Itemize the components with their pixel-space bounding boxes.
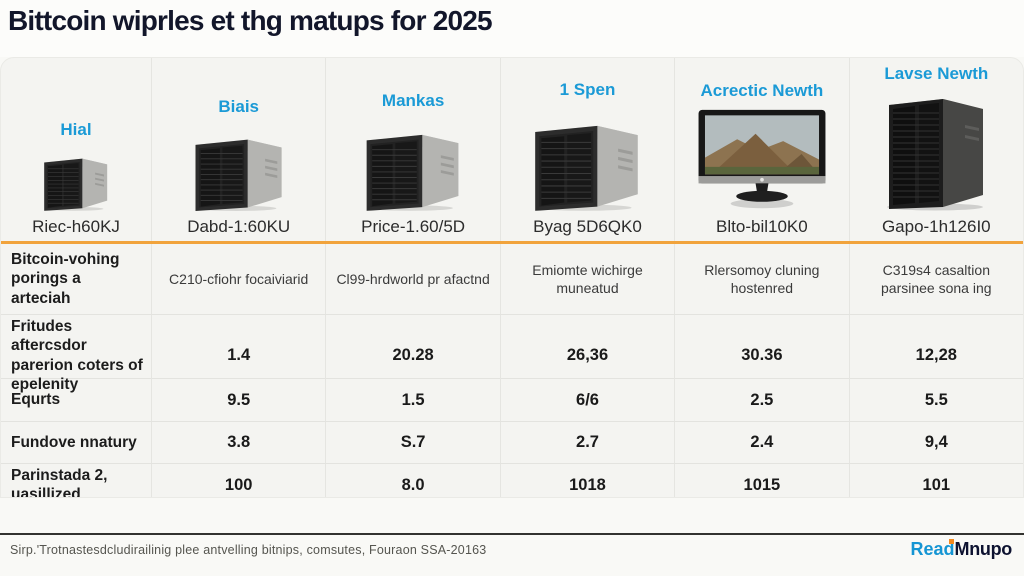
cell: 30.36 bbox=[674, 315, 848, 397]
product-column-2: Biais Dabd-1:60KU bbox=[151, 58, 325, 241]
cell: C210-cfiohr focaiviarid bbox=[151, 244, 325, 314]
cell: 9,4 bbox=[848, 422, 1023, 463]
cell: 1.4 bbox=[151, 315, 325, 397]
cell: 3.8 bbox=[151, 422, 325, 463]
cell: S.7 bbox=[325, 422, 499, 463]
table-row-description: Bitcoin-vohing porings a arteciah C210-c… bbox=[1, 244, 1023, 314]
product-name: Byag 5D6QK0 bbox=[533, 217, 642, 236]
cell: 2.5 bbox=[674, 379, 848, 421]
brand-dot-icon bbox=[948, 539, 954, 544]
small-server-image bbox=[41, 147, 111, 211]
cell: 6/6 bbox=[499, 379, 674, 421]
product-name: Dabd-1:60KU bbox=[187, 217, 291, 236]
cell: 20.28 bbox=[325, 315, 499, 397]
cell: Emiomte wichirge muneatud bbox=[499, 244, 674, 314]
cell: 2.4 bbox=[674, 422, 848, 463]
cell: C319s4 casaltion parsinee sona ing bbox=[848, 244, 1023, 314]
tower-server-image bbox=[881, 91, 991, 211]
orange-divider bbox=[1, 241, 1023, 244]
product-column-6: Lavse Newth Gapo-1h126I0 bbox=[848, 58, 1023, 241]
server-image bbox=[362, 118, 464, 211]
footnote: Sirp.'Trotnastesdcludirailinig plee antv… bbox=[10, 543, 487, 557]
cell: 9.5 bbox=[151, 379, 325, 421]
page-title: Bittcoin wiprles et thg matups for 2025 bbox=[8, 5, 493, 36]
cell: 101 bbox=[848, 464, 1023, 497]
monitor-image bbox=[693, 108, 831, 211]
product-name: Price-1.60/5D bbox=[361, 217, 466, 236]
product-column-4: 1 Spen Byag 5D6QK0 bbox=[499, 58, 674, 241]
cell: 1015 bbox=[674, 464, 848, 497]
product-name: Blto-bil10K0 bbox=[716, 217, 808, 236]
comparison-table: Hial Riec-h60KJ Biais Dabd-1:60KU Mankas… bbox=[0, 57, 1024, 498]
cell: 2.7 bbox=[499, 422, 674, 463]
column-header: 1 Spen bbox=[559, 80, 616, 99]
cell: Cl99-hrdworld pr afactnd bbox=[325, 244, 499, 314]
column-header: Acrectic Newth bbox=[700, 81, 824, 100]
table-row-metrics-3: Fundove nnatury 3.8 S.7 2.7 2.4 9,4 bbox=[1, 421, 1023, 463]
cell: 5.5 bbox=[848, 379, 1023, 421]
cell: Rlersomoy cluning hostenred bbox=[674, 244, 848, 314]
table-row-metrics-4: Parinstada 2, uasillized 100 8.0 1018 10… bbox=[1, 463, 1023, 497]
table-row-metrics-1: Fritudes aftercsdor parerion coters of e… bbox=[1, 314, 1023, 397]
server-image bbox=[191, 124, 287, 211]
products-header-row: Hial Riec-h60KJ Biais Dabd-1:60KU Mankas… bbox=[1, 58, 1023, 241]
cyan-divider bbox=[1, 497, 1023, 498]
brand-logo: ReadMnupo bbox=[910, 539, 1013, 560]
cell: 12,28 bbox=[848, 315, 1023, 397]
product-name: Gapo-1h126I0 bbox=[881, 217, 991, 236]
column-header: Hial bbox=[60, 120, 92, 139]
cell: 1.5 bbox=[325, 379, 499, 421]
product-column-5: Acrectic Newth Blto-bil10K0 bbox=[674, 58, 848, 241]
title-bar: Bittcoin wiprles et thg matups for 2025 bbox=[0, 0, 1024, 57]
cell: 100 bbox=[151, 464, 325, 497]
footer-divider bbox=[0, 533, 1024, 535]
product-column-1: Hial Riec-h60KJ bbox=[1, 58, 151, 241]
column-header: Lavse Newth bbox=[884, 64, 989, 83]
product-name: Riec-h60KJ bbox=[32, 217, 120, 236]
product-column-3: Mankas Price-1.60/5D bbox=[325, 58, 499, 241]
brand-read-text: Read bbox=[910, 539, 955, 559]
row-label: Bitcoin-vohing porings a arteciah bbox=[11, 250, 120, 307]
row-label: Fundove nnatury bbox=[11, 433, 137, 451]
column-header: Mankas bbox=[381, 91, 445, 110]
brand-rest-text: Mnupo bbox=[954, 539, 1013, 559]
row-label: Parinstada 2, uasillized bbox=[11, 467, 108, 498]
row-label: Fritudes aftercsdor parerion coters of e… bbox=[11, 318, 143, 394]
cell: 1018 bbox=[499, 464, 674, 497]
server-image bbox=[530, 107, 644, 211]
row-label: Equrts bbox=[11, 391, 61, 409]
cell: 26,36 bbox=[499, 315, 674, 397]
cell: 8.0 bbox=[325, 464, 499, 497]
table-row-metrics-2: Equrts 9.5 1.5 6/6 2.5 5.5 bbox=[1, 378, 1023, 421]
column-header: Biais bbox=[218, 97, 260, 116]
